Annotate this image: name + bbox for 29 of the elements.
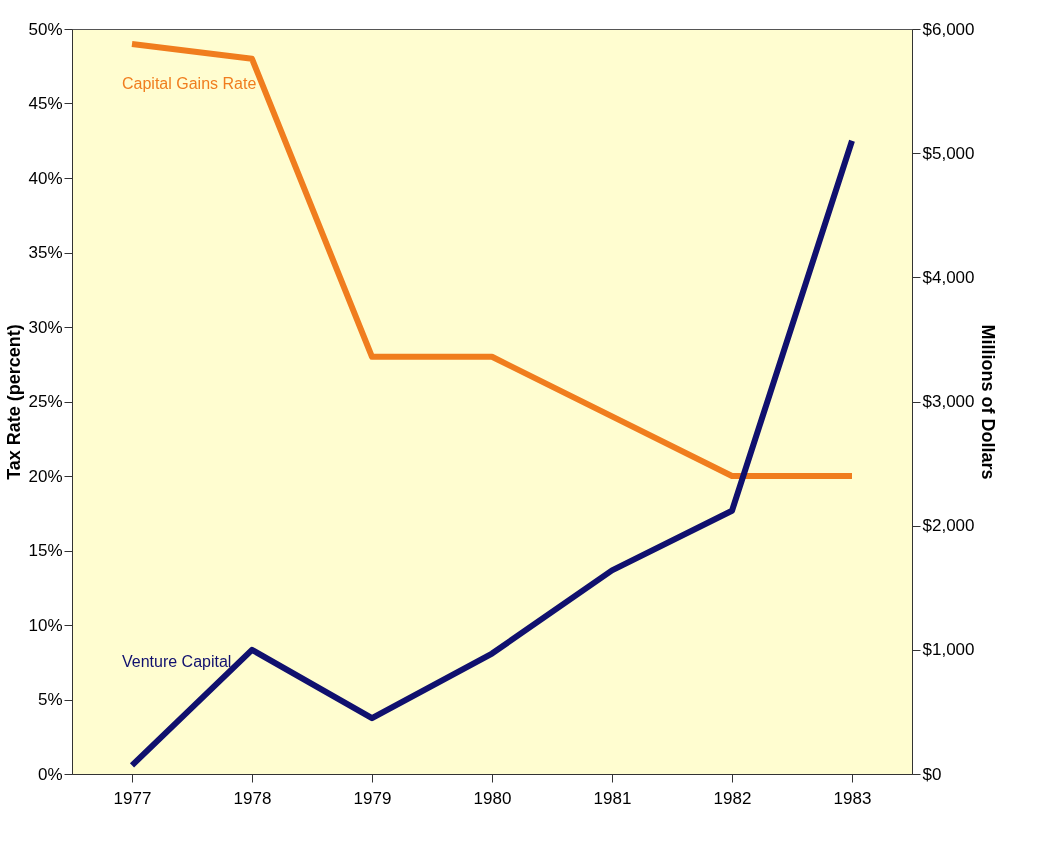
y2-tick-label: $0 xyxy=(922,764,942,784)
y2-tick-label: $2,000 xyxy=(922,516,975,536)
y-axis-title: Tax Rate (percent) xyxy=(4,324,25,480)
x-tick-label: 1979 xyxy=(353,788,392,808)
y-tick-label: 25% xyxy=(28,392,63,411)
y2-tick-label: $4,000 xyxy=(922,267,975,287)
x-tick-label: 1983 xyxy=(833,788,872,808)
y-tick-label: 10% xyxy=(28,615,63,635)
x-tick-label: 1978 xyxy=(233,788,272,808)
y-tick-label: 20% xyxy=(28,466,63,486)
x-tick-label: 1981 xyxy=(593,788,632,808)
y-tick-label: 5% xyxy=(37,690,63,709)
y2-axis-title: Millions of Dollars xyxy=(978,324,999,480)
y-tick-label: 30% xyxy=(28,317,63,337)
series-label: Capital Gains Rate xyxy=(122,74,257,92)
y-tick-label: 40% xyxy=(28,168,63,188)
series-label: Venture Capital xyxy=(122,652,232,670)
x-tick-label: 1977 xyxy=(113,788,152,808)
y2-tick-label: $3,000 xyxy=(922,392,975,411)
y-tick-label: 15% xyxy=(28,541,63,560)
y-tick-label: 50% xyxy=(28,19,63,39)
y-tick-label: 45% xyxy=(28,94,63,113)
x-tick-label: 1982 xyxy=(713,788,752,808)
y2-tick-label: $1,000 xyxy=(922,640,975,660)
y2-tick-label: $6,000 xyxy=(922,19,975,39)
x-tick-label: 1980 xyxy=(473,788,512,808)
y-tick-label: 0% xyxy=(37,764,63,784)
y-tick-label: 35% xyxy=(28,243,63,262)
y2-tick-label: $5,000 xyxy=(922,143,975,163)
